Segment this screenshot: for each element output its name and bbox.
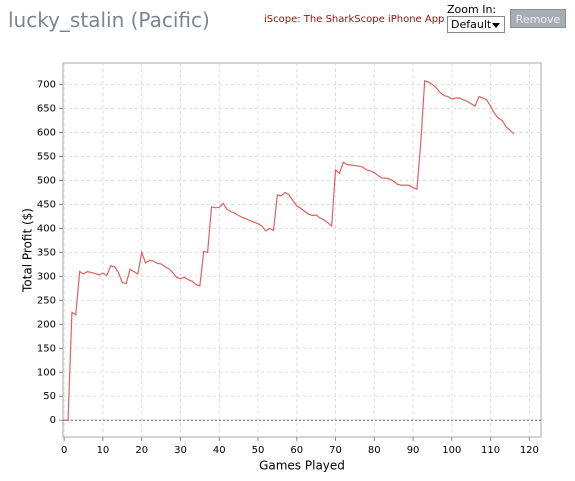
x-tick-label: 30 bbox=[174, 445, 187, 456]
x-tick-label: 20 bbox=[135, 445, 148, 456]
x-tick-label: 120 bbox=[520, 445, 539, 456]
x-tick-label: 40 bbox=[213, 445, 226, 456]
y-tick-label: 150 bbox=[37, 343, 56, 354]
x-tick-label: 80 bbox=[368, 445, 381, 456]
x-tick-label: 50 bbox=[252, 445, 265, 456]
zoom-select[interactable]: Default bbox=[447, 16, 505, 33]
y-tick-label: 200 bbox=[37, 319, 56, 330]
y-tick-label: 0 bbox=[50, 415, 56, 426]
x-tick-label: 100 bbox=[442, 445, 461, 456]
y-tick-label: 50 bbox=[43, 391, 56, 402]
remove-button[interactable]: Remove bbox=[510, 9, 566, 28]
y-axis-label: Total Profit ($) bbox=[21, 208, 35, 293]
x-tick-label: 0 bbox=[61, 445, 67, 456]
y-tick-label: 350 bbox=[37, 247, 56, 258]
x-tick-label: 60 bbox=[290, 445, 303, 456]
y-tick-label: 650 bbox=[37, 104, 56, 115]
y-tick-label: 700 bbox=[37, 80, 56, 91]
y-tick-label: 300 bbox=[37, 271, 56, 282]
x-tick-label: 70 bbox=[329, 445, 342, 456]
profit-line bbox=[64, 79, 515, 421]
x-tick-label: 10 bbox=[97, 445, 110, 456]
x-tick-label: 90 bbox=[407, 445, 420, 456]
y-tick-label: 100 bbox=[37, 367, 56, 378]
y-tick-label: 550 bbox=[37, 152, 56, 163]
y-tick-label: 450 bbox=[37, 199, 56, 210]
y-tick-label: 400 bbox=[37, 223, 56, 234]
zoom-label: Zoom In: bbox=[447, 3, 497, 16]
x-axis-label: Games Played bbox=[259, 459, 345, 473]
iscope-link[interactable]: iScope: The SharkScope iPhone App bbox=[264, 14, 445, 25]
y-tick-label: 250 bbox=[37, 295, 56, 306]
plot-area bbox=[62, 62, 542, 438]
y-tick-label: 500 bbox=[37, 175, 56, 186]
y-tick-label: 600 bbox=[37, 128, 56, 139]
player-title: lucky_stalin (Pacific) bbox=[8, 8, 210, 32]
x-tick-label: 110 bbox=[481, 445, 500, 456]
